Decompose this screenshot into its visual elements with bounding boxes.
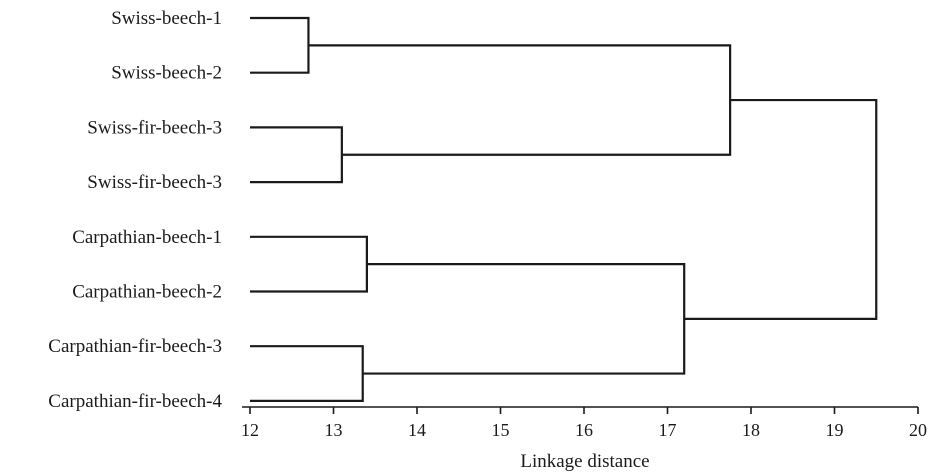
dendrogram-link: [362, 263, 686, 375]
leaf-label: Swiss-beech-1: [111, 8, 222, 29]
x-tick-label: 17: [659, 420, 677, 440]
x-tick-label: 16: [575, 420, 593, 440]
leaf-label: Swiss-fir-beech-3: [87, 172, 222, 193]
x-tick-label: 19: [826, 420, 844, 440]
x-tick-label: 18: [742, 420, 760, 440]
x-tick-label: 14: [408, 420, 426, 440]
dendrogram-link: [250, 235, 368, 293]
leaf-label: Swiss-fir-beech-3: [87, 117, 222, 138]
x-tick-label: 13: [325, 420, 343, 440]
x-axis: 12 13 14 15 16 17 18 19 20: [241, 406, 927, 440]
dendrogram-links: [250, 16, 878, 402]
leaf-label: Carpathian-beech-1: [72, 227, 222, 248]
leaf-label: Carpathian-fir-beech-4: [48, 391, 222, 412]
leaf-label: Carpathian-beech-2: [72, 282, 222, 303]
dendrogram-link: [250, 16, 310, 74]
x-tick-label: 12: [241, 420, 259, 440]
dendrogram-link: [250, 345, 364, 402]
leaf-label: Carpathian-fir-beech-3: [48, 336, 222, 357]
x-tick-label: 15: [492, 420, 510, 440]
x-axis-title: Linkage distance: [520, 451, 649, 472]
dendrogram-link: [684, 98, 878, 320]
dendrogram-link: [250, 126, 343, 184]
leaf-label: Swiss-beech-2: [111, 63, 222, 84]
x-tick-label: 20: [909, 420, 927, 440]
leaf-labels: Swiss-beech-1 Swiss-beech-2 Swiss-fir-beec…: [48, 8, 222, 412]
dendrogram-link: [308, 44, 732, 156]
